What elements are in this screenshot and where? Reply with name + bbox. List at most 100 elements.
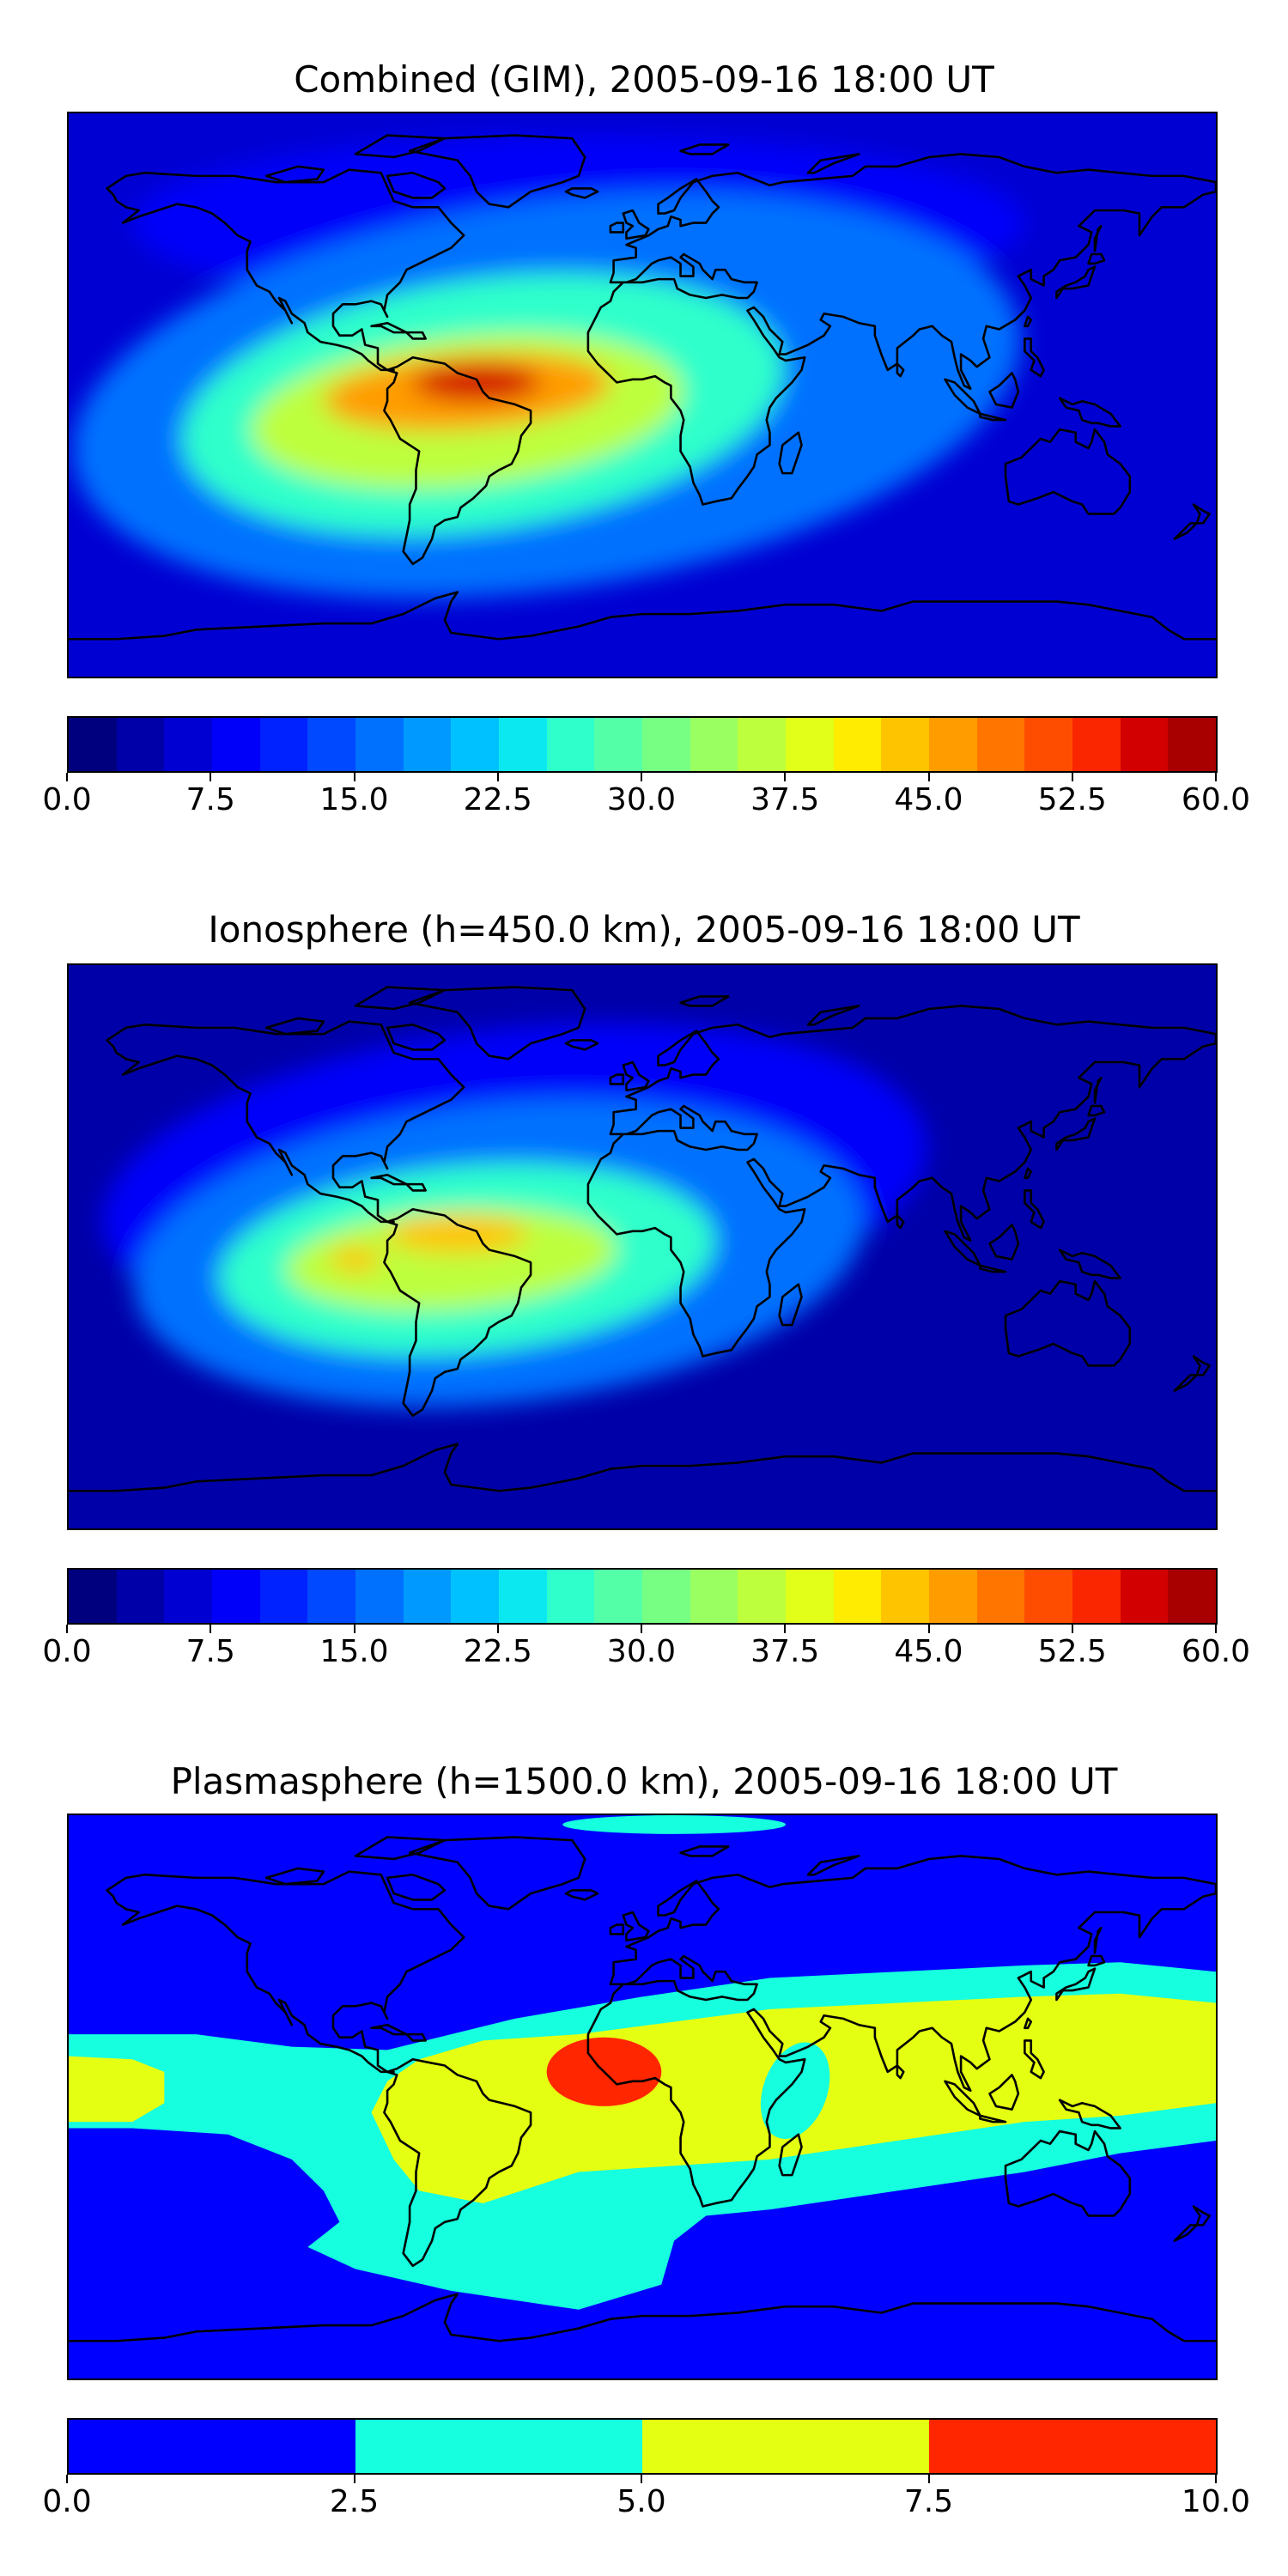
colorbar-segment [833,718,883,771]
equatorial-band-west [69,2056,165,2123]
coastline-svalbard [679,995,730,1007]
colorbar-segment [642,1570,691,1623]
coastline-sakhalin [1093,1926,1103,1954]
colorbar-tick [496,773,499,781]
colorbar-segment [307,1570,356,1623]
coastline-philippines [1024,1189,1045,1230]
coastline-australia [1004,428,1132,515]
coastline-svalbard [679,143,730,155]
coastline-philippines [1024,2039,1045,2080]
panel-title-plasmasphere: Plasmasphere (h=1500.0 km), 2005-09-16 1… [170,1760,1118,1802]
colorbar-plasmasphere [67,2418,1218,2475]
coastline-south-america [383,2057,532,2268]
colorbar-tick-label: 45.0 [894,1634,963,1669]
colorbar-segment [929,1570,978,1623]
coastline-hispaniola [405,331,427,340]
coastline-baffin [386,171,447,199]
coastline-borneo [988,1224,1020,1261]
colorbar-tick [210,1625,212,1633]
colorbar-segment [116,718,166,771]
colorbar-segment [1024,1570,1073,1623]
coastline-japan [1055,1967,1097,2002]
colorbar-tick [66,773,68,781]
colorbar-tick-label: 30.0 [606,782,677,817]
colorbar-tick-label: 0.0 [42,2484,92,2519]
colorbar-segment [690,718,739,771]
colorbar-tick [66,2475,68,2483]
coastline-sri-lanka [896,2064,905,2080]
coastline-ireland [609,222,625,234]
coastline-taiwan [1024,1167,1033,1180]
coastline-britain [622,209,650,240]
coastline-novaya-zemlya [806,1005,860,1026]
coastline-ireland [609,1923,625,1935]
colorbar-segment [1168,1570,1216,1623]
colorbar-segment [546,1570,596,1623]
map-plasmasphere [67,1814,1218,2380]
panel-title-ionosphere: Ionosphere (h=450.0 km), 2005-09-16 18:0… [208,908,1080,951]
coastlines [69,134,1216,641]
coastline-novaya-zemlya [806,1855,860,1876]
colorbar-tick [210,773,212,781]
colorbar-tick-label: 37.5 [750,1634,820,1669]
coastline-south-america [383,355,532,566]
coastline-novaya-zemlya [806,153,860,174]
colorbar-tick-label: 10.0 [1181,2484,1251,2519]
anomaly-core [387,1215,528,1254]
colorbar-tick-label: 22.5 [463,1634,532,1669]
coastline-eurasia-africa [586,1005,1216,1358]
anomaly-core-secondary [330,1247,381,1273]
coastline-philippines [1024,337,1045,378]
coastline-taiwan [1024,2017,1033,2030]
coastline-madagascar [778,1283,803,1327]
colorbar-segment [69,718,118,771]
colorbar-tick-label: 7.5 [185,1634,235,1669]
colorbar-tick [784,1625,787,1633]
coastline-britain [622,1060,650,1092]
tec-map-plasmasphere [69,1815,1216,2379]
coastline-antarctica-coast [69,2293,1216,2342]
map-combined [67,112,1218,678]
colorbar-segment [69,1570,118,1623]
colorbar-segment [881,1570,930,1623]
coastline-ellesmere [354,1836,447,1861]
coastline-iceland [564,1889,599,1901]
colorbar-tick-label: 15.0 [319,782,389,817]
colorbar-segment [1072,718,1121,771]
coastline-hispaniola [405,2032,427,2042]
panel-title-combined: Combined (GIM), 2005-09-16 18:00 UT [294,58,994,100]
colorbar-tick [353,1625,355,1633]
coastline-hispaniola [405,1182,427,1192]
colorbar-segment [212,718,261,771]
colorbar-tick-label: 22.5 [463,782,532,817]
colorbar-tick-label: 2.5 [329,2484,380,2519]
colorbar-segment [594,718,643,771]
coastline-taiwan [1024,315,1033,328]
coastline-borneo [988,2074,1020,2111]
colorbar-segment [929,2420,1216,2473]
anomaly-peak [412,363,541,402]
coastline-baffin [386,1873,447,1901]
coastline-victoria-island [264,165,325,184]
colorbar-tick-label: 60.0 [1181,782,1251,817]
colorbar-tick [784,773,787,781]
coastline-baffin [386,1023,447,1051]
coastline-victoria-island [264,1017,325,1036]
coastline-svalbard [679,1845,730,1857]
coastline-antarctica-coast [69,591,1216,641]
colorbar-tick [927,773,930,781]
colorbar-segment [259,1570,309,1623]
coastline-sri-lanka [896,1214,905,1230]
colorbar-segment [403,1570,453,1623]
colorbar-segment [355,718,404,771]
colorbar-segment [738,718,787,771]
colorbar-segment [451,718,500,771]
coastline-sakhalin [1093,1076,1103,1104]
colorbar-tick [1071,1625,1073,1633]
coastline-iceland [564,1039,599,1051]
colorbar-segment [69,2420,356,2473]
coastline-borneo [988,372,1020,409]
colorbar-segment [403,718,453,771]
colorbar-segment [976,718,1026,771]
coastline-new-guinea [1058,397,1121,428]
